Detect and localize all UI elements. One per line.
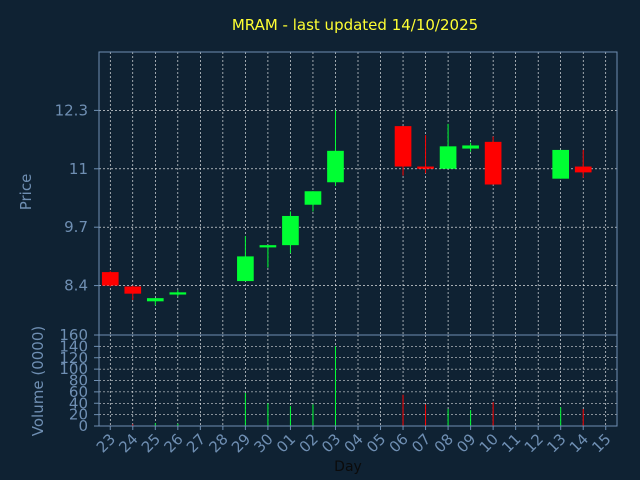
volume-tick-label: 100 [59, 360, 88, 378]
price-tick-label: 11 [69, 160, 88, 178]
x-axis: 2324252627282930010203040506070809101112… [93, 426, 615, 456]
grid [99, 52, 617, 427]
volume-tick-label: 80 [69, 372, 88, 390]
price-tick-label: 12.3 [55, 101, 88, 119]
candle-body [124, 286, 142, 294]
candle-body [237, 256, 254, 282]
price-axis: 8.4 9.7 11 12.3 [55, 101, 99, 295]
candle-body [394, 126, 412, 167]
candle-body [552, 149, 570, 179]
price-axis-label: Price [17, 174, 35, 211]
volume-tick-label: 60 [69, 383, 88, 401]
volume-tick-label: 120 [59, 349, 88, 367]
candle-body [574, 166, 592, 173]
x-tick-label: 15 [588, 430, 614, 456]
volume-tick-label: 160 [59, 326, 88, 344]
candle-body [417, 166, 434, 169]
candle-body [304, 191, 322, 205]
candle-body [462, 145, 479, 149]
chart-title: MRAM - last updated 14/10/2025 [232, 16, 478, 34]
candle-body [101, 272, 119, 286]
candle-body [259, 245, 277, 248]
candle-body [282, 215, 299, 246]
candle-body [169, 292, 187, 295]
volume-bars [109, 346, 584, 426]
candle-body [484, 141, 502, 185]
volume-tick-label: 0 [78, 417, 88, 435]
candles [101, 110, 592, 306]
candle-body [327, 150, 344, 183]
x-axis-label: Day [334, 459, 362, 475]
volume-tick-label: 20 [69, 406, 88, 424]
price-tick-label: 8.4 [64, 277, 88, 295]
volume-axis-label: Volume (0000) [29, 326, 47, 436]
volume-tick-label: 40 [69, 394, 88, 412]
volume-panel-frame [98, 334, 618, 427]
volume-tick-label: 140 [59, 337, 88, 355]
candle-body [439, 146, 457, 169]
price-tick-label: 9.7 [64, 218, 88, 236]
candle-body [146, 298, 164, 302]
